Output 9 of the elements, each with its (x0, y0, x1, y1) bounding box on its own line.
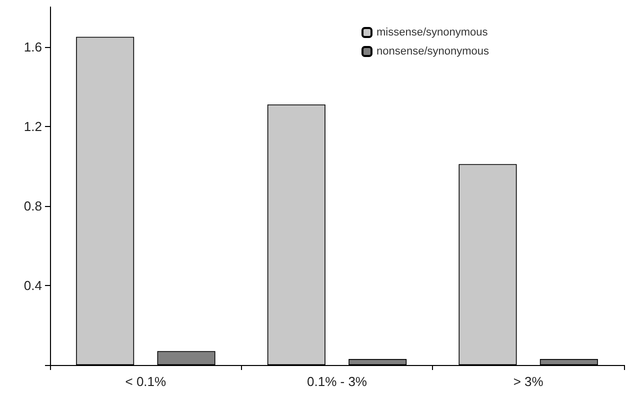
legend-label: nonsense/synonymous (376, 46, 490, 58)
y-tick-label: 0.4 (24, 278, 42, 293)
x-tick-label: > 3% (513, 374, 544, 389)
y-tick-label: 0.8 (24, 198, 42, 214)
x-tick-label: < 0.1% (125, 374, 167, 389)
legend-label: missense/synonymous (376, 26, 488, 38)
y-tick-label: 1.6 (24, 39, 42, 54)
x-tick-label: 0.1% - 3% (307, 374, 368, 389)
y-tick-label: 1.2 (24, 118, 42, 134)
